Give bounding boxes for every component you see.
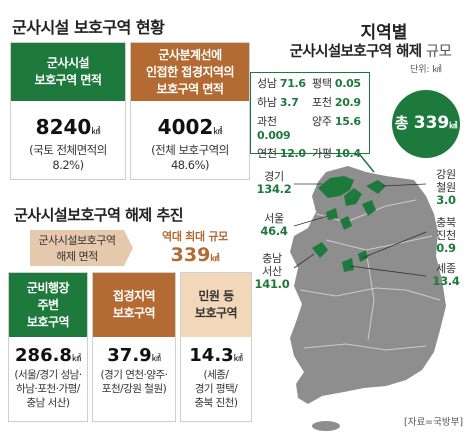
protected-area-card: 군사시설 보호구역 면적 8240㎢ (국토 전체면적의 8.2%) <box>10 42 126 180</box>
zone-yeoncheon <box>318 176 354 198</box>
airfield-note: (서울/경기 성남· 하남·포천·가평/ 충남 서산) <box>14 369 82 409</box>
protected-area-note: (국토 전체면적의 8.2%) <box>29 143 107 172</box>
map-svg <box>290 90 460 431</box>
zone-seoul <box>326 208 338 220</box>
record-box: 역대 최대 규모 339㎢ <box>162 230 228 266</box>
zone-pocheon <box>344 188 362 206</box>
civil-header: 민원 등 보호구역 <box>181 273 251 337</box>
label-chungbuk: 충북 진천 0.9 <box>436 216 456 255</box>
border-zone-value: 37.9㎢ <box>107 345 161 366</box>
callout-item: 하남 3.7 <box>257 96 299 109</box>
border-area-note: (전체 보호구역의 48.6%) <box>151 143 229 172</box>
callout-item: 연천 12.0 <box>257 147 306 160</box>
release-title: 군사시설보호구역 해제 추진 <box>14 206 184 224</box>
label-seoul: 서울 46.4 <box>260 212 288 238</box>
border-area-value: 4002㎢ <box>157 115 223 139</box>
release-area-label: 군사시설보호구역 해제 면적 <box>30 230 124 266</box>
zone-seongnam <box>340 216 352 230</box>
header-line: 보호구역 면적 <box>34 73 102 87</box>
civil-note: (세종/ 경기 평택/ 충북 진천) <box>194 369 238 409</box>
airfield-card: 군비행장 주변 보호구역 286.8㎢ (서울/경기 성남· 하남·포천·가평/… <box>8 272 88 422</box>
callout-box: 성남 71.6 평택 0.05 하남 3.7 포천 20.9 과천 0.009 … <box>250 72 370 160</box>
status-title: 군사시설 보호구역 현황 <box>12 18 165 37</box>
protected-area-value: 8240㎢ <box>35 115 101 139</box>
label-gyeonggi: 경기 134.2 <box>256 170 292 196</box>
total-label: 총 339㎢ <box>394 113 458 133</box>
callout-item: 평택 0.05 <box>312 77 361 90</box>
callout-item: 양주 15.6 <box>312 115 361 128</box>
border-area-header: 군사분계선에 인접한 접경지역의 보호구역 면적 <box>131 43 249 101</box>
label-gangwon: 강원 철원 3.0 <box>436 168 456 207</box>
label-chungnam: 충남 서산 141.0 <box>254 252 290 291</box>
callout-item: 과천 0.009 <box>257 115 291 142</box>
jeju-shape <box>312 421 340 431</box>
protected-area-header: 군사시설 보호구역 면적 <box>11 43 125 101</box>
unit-note: 단위: ㎢ <box>410 65 442 75</box>
total-circle <box>392 90 460 158</box>
border-zone-card: 접경지역 보호구역 37.9㎢ (경기 연천·양주· 포천/강원 철원) <box>92 272 176 422</box>
arrow-shape <box>124 230 133 266</box>
border-zone-header: 접경지역 보호구역 <box>93 273 175 337</box>
source-note: [자료=국방부] <box>404 417 464 428</box>
civil-card: 민원 등 보호구역 14.3㎢ (세종/ 경기 평택/ 충북 진천) <box>180 272 252 422</box>
border-area-card: 군사분계선에 인접한 접경지역의 보호구역 면적 4002㎢ (전체 보호구역의… <box>130 42 250 180</box>
zone-seosan <box>312 242 328 258</box>
header-line: 군사시설 <box>46 56 90 70</box>
callout-item: 포천 20.9 <box>312 96 361 109</box>
airfield-value: 286.8㎢ <box>15 345 81 366</box>
right-title-l1: 지역별 <box>360 23 408 43</box>
zone-cheorwon <box>366 180 386 194</box>
korea-map <box>290 166 446 404</box>
zone-gapyeong <box>362 200 376 216</box>
right-title-l2: 군사시설보호구역 해제 규모 <box>289 44 452 60</box>
airfield-header: 군비행장 주변 보호구역 <box>9 273 87 337</box>
callout-item: 가평 10.4 <box>312 147 361 160</box>
callout-item: 성남 71.6 <box>257 77 306 90</box>
border-zone-note: (경기 연천·양주· 포천/강원 철원) <box>100 369 168 395</box>
civil-value: 14.3㎢ <box>189 345 243 366</box>
label-sejong: 세종 13.4 <box>432 262 460 288</box>
